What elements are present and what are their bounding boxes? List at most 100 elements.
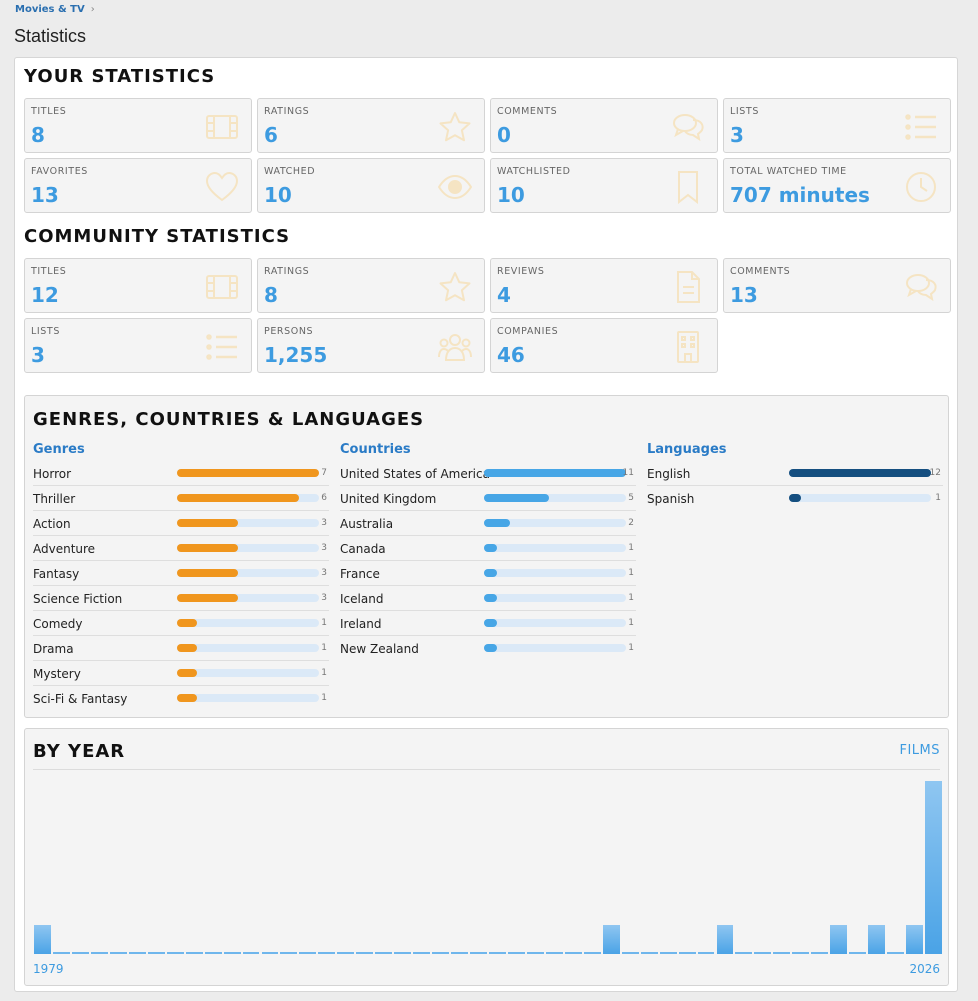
year-bar-1985[interactable]	[147, 952, 165, 954]
year-bar-2014[interactable]	[697, 952, 715, 954]
year-bar-2016[interactable]	[735, 952, 753, 954]
breadcrumb-link-movies-tv[interactable]: Movies & TV	[15, 4, 85, 15]
stat-label: LISTS	[730, 106, 759, 117]
genres-row[interactable]: Drama 1	[33, 636, 329, 661]
year-bar-1995[interactable]	[337, 952, 355, 954]
page-title: Statistics	[14, 26, 87, 46]
year-bar-2000[interactable]	[432, 952, 450, 954]
genres-row[interactable]: Comedy 1	[33, 611, 329, 636]
year-bar-2015[interactable]	[716, 925, 734, 954]
row-name: Fantasy	[33, 567, 80, 581]
year-bar-2004[interactable]	[507, 952, 525, 954]
genres-row[interactable]: Action 3	[33, 511, 329, 536]
row-count: 1	[321, 643, 327, 653]
year-bar-1990[interactable]	[242, 952, 260, 954]
year-bar-2009[interactable]	[602, 925, 620, 954]
year-bar-1979[interactable]	[34, 925, 51, 954]
genres-row[interactable]: Fantasy 3	[33, 561, 329, 586]
year-bar-2010[interactable]	[621, 952, 639, 954]
year-bar-1997[interactable]	[375, 952, 393, 954]
countries-row[interactable]: Canada 1	[340, 536, 636, 561]
year-bar-1994[interactable]	[318, 952, 336, 954]
year-bar-1980[interactable]	[52, 952, 70, 954]
year-end-label: 2026	[909, 962, 940, 976]
year-bar-2006[interactable]	[545, 952, 563, 954]
year-bar-1981[interactable]	[71, 952, 89, 954]
stat-value: 13	[31, 183, 59, 207]
year-bar-2022[interactable]	[849, 952, 867, 954]
year-bar-2011[interactable]	[640, 952, 658, 954]
film-icon	[205, 110, 239, 144]
year-bar-2020[interactable]	[811, 952, 829, 954]
bar-track	[484, 519, 626, 527]
year-bar-2026[interactable]	[925, 781, 942, 954]
genres-row[interactable]: Thriller 6	[33, 486, 329, 511]
countries-row[interactable]: United States of America 11	[340, 461, 636, 486]
year-bar-1996[interactable]	[356, 952, 374, 954]
bar-fill	[177, 594, 238, 602]
genres-row[interactable]: Sci-Fi & Fantasy 1	[33, 686, 329, 711]
row-count: 3	[321, 543, 327, 553]
genres-countries-languages-box: GENRES, COUNTRIES & LANGUAGES Genres Hor…	[24, 395, 949, 718]
countries-row[interactable]: Iceland 1	[340, 586, 636, 611]
genres-row[interactable]: Horror 7	[33, 461, 329, 486]
year-bar-1988[interactable]	[204, 952, 222, 954]
genres-row[interactable]: Mystery 1	[33, 661, 329, 686]
year-bar-1991[interactable]	[261, 952, 279, 954]
countries-row[interactable]: France 1	[340, 561, 636, 586]
year-bar-1992[interactable]	[280, 952, 298, 954]
stat-card-ratings: RATINGS 8	[257, 258, 485, 313]
year-bar-1983[interactable]	[109, 952, 127, 954]
bar-fill	[177, 644, 198, 652]
year-bar-1989[interactable]	[223, 952, 241, 954]
breadcrumb: Movies & TV ›	[15, 4, 95, 15]
year-bar-2024[interactable]	[887, 952, 905, 954]
countries-row[interactable]: Ireland 1	[340, 611, 636, 636]
countries-row[interactable]: New Zealand 1	[340, 636, 636, 661]
year-bar-2003[interactable]	[489, 952, 506, 954]
year-bar-2023[interactable]	[868, 925, 886, 954]
year-bar-1987[interactable]	[185, 952, 203, 954]
stat-card-favorites: FAVORITES 13	[24, 158, 252, 213]
stat-label: COMPANIES	[497, 326, 559, 337]
year-bar-2005[interactable]	[526, 952, 544, 954]
year-bar-2025[interactable]	[906, 925, 924, 954]
star-icon	[438, 270, 472, 304]
stat-label: TITLES	[31, 106, 67, 117]
year-bar-2013[interactable]	[678, 952, 696, 954]
row-name: Horror	[33, 467, 72, 481]
year-bar-2002[interactable]	[470, 952, 487, 954]
year-bar-1998[interactable]	[394, 952, 412, 954]
year-bar-2018[interactable]	[773, 952, 791, 954]
bar-fill	[177, 519, 238, 527]
row-name: Science Fiction	[33, 592, 123, 606]
year-bar-2021[interactable]	[830, 925, 848, 954]
countries-row[interactable]: United Kingdom 5	[340, 486, 636, 511]
year-bar-2019[interactable]	[792, 952, 810, 954]
stat-value: 10	[497, 183, 525, 207]
row-count: 1	[628, 568, 634, 578]
year-bar-2001[interactable]	[451, 952, 469, 954]
languages-row[interactable]: English 12	[647, 461, 943, 486]
stat-card-comments: COMMENTS 0	[490, 98, 718, 153]
genres-row[interactable]: Adventure 3	[33, 536, 329, 561]
countries-row[interactable]: Australia 2	[340, 511, 636, 536]
year-bar-1984[interactable]	[128, 952, 146, 954]
year-bar-2017[interactable]	[754, 952, 772, 954]
genres-row[interactable]: Science Fiction 3	[33, 586, 329, 611]
year-bar-2008[interactable]	[583, 952, 601, 954]
year-bar-1999[interactable]	[413, 952, 431, 954]
films-link[interactable]: FILMS	[899, 743, 940, 758]
stat-label: REVIEWS	[497, 266, 545, 277]
bookmark-icon	[671, 170, 705, 205]
languages-row[interactable]: Spanish 1	[647, 486, 943, 511]
row-count: 1	[628, 618, 634, 628]
year-bar-2012[interactable]	[659, 952, 677, 954]
people-icon	[438, 330, 472, 364]
film-icon	[205, 270, 239, 304]
year-bar-1986[interactable]	[166, 952, 184, 954]
bar-track	[177, 569, 319, 577]
year-bar-2007[interactable]	[564, 952, 582, 954]
year-bar-1993[interactable]	[299, 952, 317, 954]
year-bar-1982[interactable]	[90, 952, 108, 954]
